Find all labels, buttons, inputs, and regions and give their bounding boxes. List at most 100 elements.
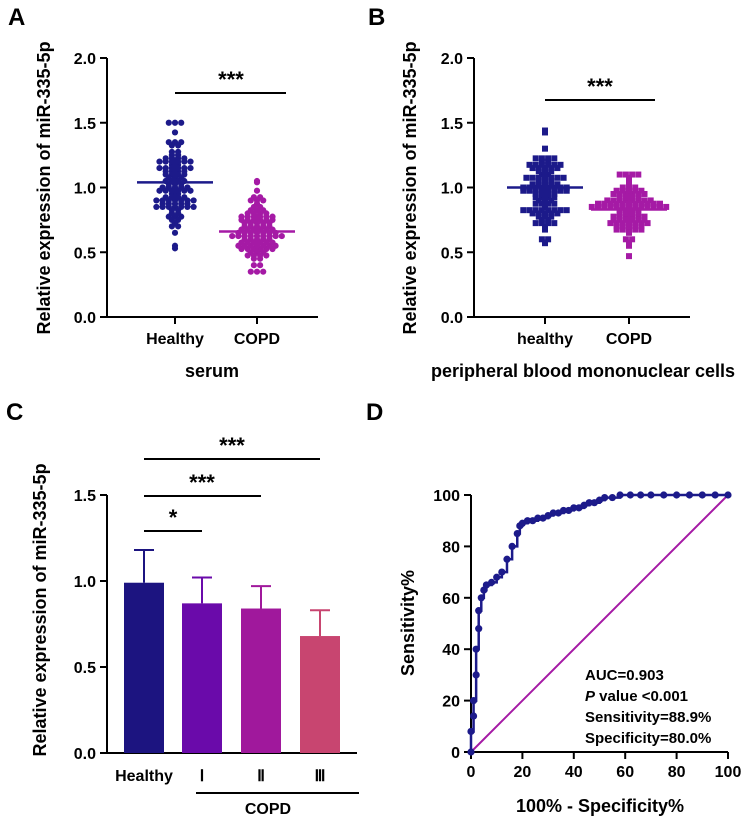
- b-data-point: [545, 190, 552, 197]
- b-data-point: [635, 216, 642, 223]
- d-roc-point: [711, 491, 719, 499]
- d-roc-point: [570, 504, 578, 512]
- b-data-point: [545, 220, 552, 227]
- b-data-points: [520, 127, 670, 260]
- b-data-point: [560, 174, 567, 181]
- a-data-point: [175, 148, 182, 155]
- b-data-point: [610, 190, 617, 197]
- d-y-tick-label: 80: [442, 539, 460, 556]
- a-data-point: [238, 239, 245, 246]
- b-data-point: [545, 187, 552, 194]
- b-data-point: [526, 207, 533, 214]
- d-x-tick-label: 40: [565, 764, 583, 781]
- b-data-point: [638, 226, 645, 233]
- b-y-axis: 0.0 0.5 1.0 1.5 2.0: [441, 51, 474, 327]
- d-roc-point: [685, 491, 694, 499]
- b-data-point: [619, 220, 626, 227]
- a-x-tick-label-copd: COPD: [234, 331, 280, 348]
- b-data-point: [635, 213, 642, 220]
- b-data-point: [650, 203, 657, 210]
- a-x-tick-label-healthy: Healthy: [146, 331, 204, 348]
- d-reference-line: [470, 494, 729, 753]
- b-data-point: [542, 223, 548, 230]
- b-data-point: [520, 207, 527, 214]
- d-p-value-annotation: P value <0.001: [585, 688, 688, 705]
- d-roc-point: [475, 625, 483, 633]
- b-data-point: [532, 187, 539, 194]
- b-data-point: [538, 200, 545, 207]
- b-data-point: [626, 242, 632, 249]
- d-p-text: value <0.001: [595, 688, 688, 705]
- b-data-point: [622, 216, 629, 223]
- panel-b: 0.0 0.5 1.0 1.5 2.0 healthy COPD peripheral …: [400, 41, 735, 381]
- b-data-point: [644, 220, 651, 227]
- a-data-point: [153, 197, 160, 204]
- a-data-point: [257, 252, 264, 259]
- b-data-point: [632, 223, 639, 230]
- a-data-point: [175, 158, 182, 165]
- b-data-point: [635, 171, 642, 178]
- b-data-point: [538, 207, 545, 214]
- b-data-point: [632, 220, 639, 227]
- b-data-point: [545, 171, 552, 178]
- b-data-point: [542, 145, 548, 152]
- b-data-point: [607, 200, 614, 207]
- b-data-point: [526, 161, 533, 168]
- b-data-point: [626, 187, 632, 194]
- d-sensitivity-annotation: Sensitivity=88.9%: [585, 709, 711, 726]
- b-data-point: [563, 207, 570, 214]
- b-data-point: [532, 155, 539, 162]
- b-data-point: [545, 236, 552, 243]
- c-y-tick-label: 0.5: [74, 660, 96, 677]
- b-y-tick-label: 1.0: [441, 181, 463, 198]
- a-data-point: [156, 187, 163, 194]
- a-data-point: [153, 203, 160, 211]
- b-data-point: [529, 181, 536, 188]
- b-data-point: [626, 226, 632, 233]
- a-data-point: [178, 119, 185, 126]
- b-data-point: [557, 161, 564, 168]
- d-roc-point: [467, 748, 475, 756]
- b-significance-label: ***: [587, 74, 613, 99]
- b-y-tick-label: 0.0: [441, 310, 463, 327]
- b-data-point: [538, 161, 545, 168]
- b-data-point: [650, 200, 657, 207]
- b-data-point: [632, 203, 639, 210]
- a-data-point: [168, 164, 175, 172]
- b-data-point: [554, 165, 561, 172]
- d-y-axis-label: Sensitivity%: [398, 570, 418, 676]
- b-data-point: [532, 194, 539, 201]
- b-data-point: [538, 155, 545, 162]
- b-data-point: [607, 203, 614, 210]
- b-data-point: [563, 187, 570, 194]
- b-data-point: [529, 174, 536, 181]
- b-data-point: [663, 203, 670, 210]
- a-data-point: [181, 158, 188, 165]
- d-roc-point: [673, 491, 681, 499]
- c-y-tick-label: 1.0: [74, 574, 96, 591]
- c-x-tick-label-healthy: Healthy: [115, 768, 173, 785]
- c-bar: [124, 582, 164, 753]
- b-data-point: [638, 200, 645, 207]
- a-data-point: [162, 187, 169, 194]
- d-p-symbol: P: [585, 688, 596, 705]
- b-data-point: [607, 220, 614, 227]
- a-data-point: [171, 129, 179, 136]
- c-bar: [300, 636, 340, 753]
- b-data-point: [619, 187, 626, 194]
- b-data-point: [532, 207, 539, 214]
- b-data-point: [595, 200, 601, 207]
- d-roc-point: [467, 727, 475, 736]
- b-data-point: [548, 165, 555, 172]
- b-data-point: [657, 200, 663, 207]
- b-data-point: [629, 171, 636, 178]
- b-data-point: [538, 216, 545, 223]
- c-y-axis-label: Relative expression of miR-335-5p: [30, 463, 50, 756]
- b-data-point: [622, 210, 629, 217]
- b-data-point: [551, 194, 558, 201]
- a-y-tick-label: 0.5: [74, 245, 96, 262]
- b-data-point: [548, 174, 555, 181]
- b-data-point: [610, 213, 617, 220]
- b-data-point: [551, 187, 558, 194]
- b-data-point: [538, 236, 545, 243]
